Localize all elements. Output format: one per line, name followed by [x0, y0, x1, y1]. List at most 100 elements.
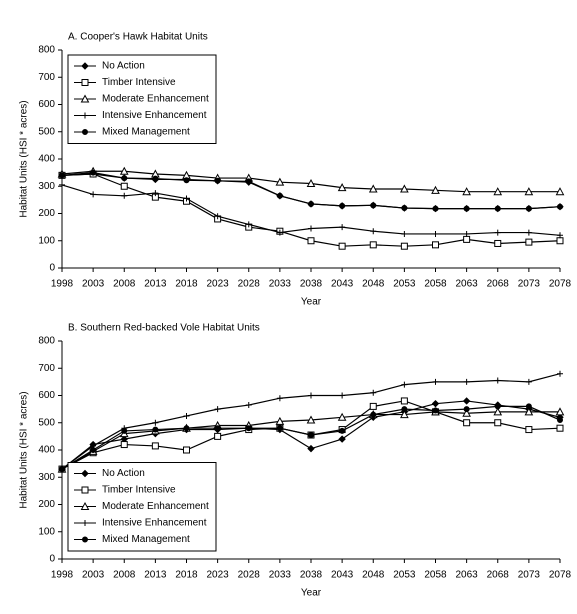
- marker: [308, 432, 314, 439]
- marker: [307, 444, 315, 453]
- marker: [400, 410, 409, 419]
- marker: [152, 175, 159, 182]
- y-tick-label: 400: [38, 445, 55, 456]
- marker: [59, 172, 65, 179]
- x-tick-label: 2053: [393, 279, 416, 290]
- marker: [368, 184, 378, 193]
- y-tick-label: 0: [49, 554, 55, 565]
- marker: [59, 466, 65, 473]
- marker: [121, 192, 128, 199]
- marker: [525, 426, 533, 434]
- marker: [370, 228, 377, 235]
- marker: [557, 417, 563, 424]
- marker: [555, 187, 565, 196]
- x-tick-label: 2018: [175, 570, 198, 581]
- marker: [81, 79, 89, 86]
- marker: [462, 187, 471, 196]
- legend-label: Mixed Management: [102, 534, 190, 545]
- x-tick-label: 1998: [51, 279, 74, 290]
- x-tick-label: 2013: [144, 570, 167, 581]
- x-axis-label: Year: [301, 588, 322, 599]
- marker: [152, 190, 159, 197]
- y-tick-label: 100: [38, 235, 55, 246]
- marker: [275, 177, 285, 186]
- marker: [121, 427, 128, 434]
- marker: [400, 184, 409, 193]
- marker: [337, 183, 347, 192]
- marker: [245, 402, 252, 409]
- marker: [214, 213, 221, 220]
- y-tick-label: 700: [38, 72, 55, 83]
- marker: [81, 62, 89, 70]
- legend-label: No Action: [102, 61, 145, 72]
- y-tick-label: 600: [38, 99, 55, 110]
- marker: [401, 406, 408, 413]
- marker: [81, 486, 89, 494]
- marker: [59, 181, 65, 188]
- marker: [462, 408, 471, 417]
- marker: [337, 412, 347, 421]
- legend-label: Moderate Enhancement: [102, 501, 209, 512]
- marker: [525, 238, 533, 246]
- x-tick-label: 2033: [269, 570, 292, 581]
- marker: [525, 205, 532, 212]
- marker: [80, 94, 90, 103]
- y-axis-label: Habitat Units (HSI * acres): [19, 391, 30, 508]
- marker: [524, 187, 534, 196]
- x-tick-label: 2003: [82, 279, 105, 290]
- legend-label: Mixed Management: [102, 127, 190, 138]
- marker: [431, 399, 440, 408]
- y-tick-label: 400: [38, 154, 55, 165]
- marker: [494, 205, 501, 212]
- marker: [214, 425, 221, 432]
- marker: [121, 175, 128, 182]
- x-tick-label: 2003: [82, 570, 105, 581]
- marker: [90, 447, 97, 453]
- marker: [463, 230, 470, 237]
- legend-label: Timber Intensive: [102, 77, 176, 88]
- x-tick-label: 2073: [518, 279, 541, 290]
- y-tick-label: 0: [49, 263, 55, 274]
- x-tick-label: 2023: [207, 570, 230, 581]
- marker: [306, 178, 316, 188]
- marker: [214, 432, 222, 440]
- marker: [493, 407, 503, 416]
- marker: [525, 378, 532, 385]
- y-tick-label: 700: [38, 363, 55, 374]
- marker: [276, 425, 283, 432]
- marker: [276, 192, 283, 199]
- y-tick-label: 100: [38, 526, 55, 537]
- x-tick-label: 2078: [549, 279, 572, 290]
- marker: [369, 402, 377, 410]
- x-tick-label: 2038: [300, 570, 323, 581]
- marker: [339, 202, 346, 209]
- x-tick-label: 1998: [51, 570, 74, 581]
- x-tick-label: 2013: [144, 279, 167, 290]
- marker: [308, 200, 314, 207]
- x-tick-label: 2073: [518, 570, 541, 581]
- marker: [525, 229, 532, 236]
- x-tick-label: 2043: [331, 279, 354, 290]
- marker: [432, 378, 439, 385]
- legend-label: Intensive Enhancement: [102, 110, 207, 121]
- marker: [463, 235, 471, 243]
- y-axis-label: Habitat Units (HSI * acres): [19, 100, 30, 217]
- marker: [81, 469, 89, 478]
- x-tick-label: 2023: [207, 279, 230, 290]
- marker: [120, 441, 128, 449]
- marker: [557, 232, 563, 239]
- marker: [463, 205, 470, 212]
- marker: [369, 241, 377, 249]
- marker: [525, 403, 532, 410]
- legend-label: No Action: [102, 468, 145, 479]
- marker: [214, 406, 221, 413]
- marker: [557, 370, 563, 377]
- marker: [463, 419, 471, 427]
- x-tick-label: 2043: [331, 570, 354, 581]
- marker: [183, 412, 190, 419]
- marker: [400, 242, 408, 250]
- marker: [276, 395, 283, 402]
- marker: [463, 406, 470, 413]
- marker: [82, 112, 88, 119]
